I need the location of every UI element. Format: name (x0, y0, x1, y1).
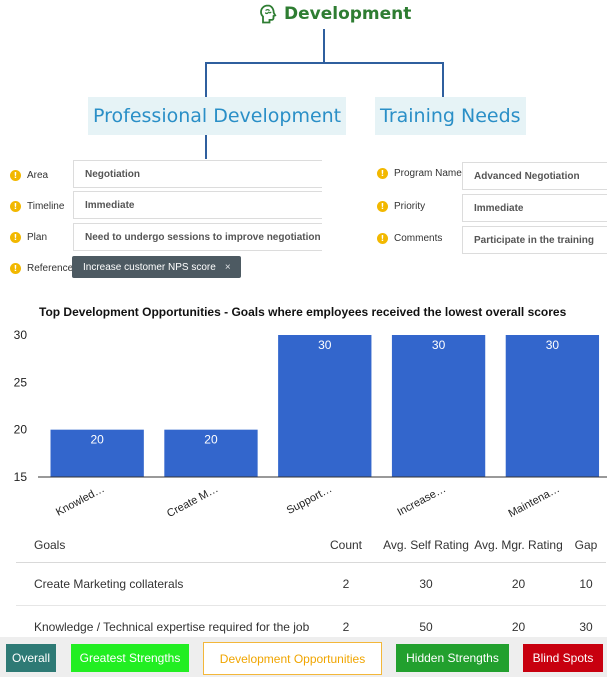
training-needs-title: Training Needs (375, 97, 526, 135)
close-icon[interactable]: × (224, 261, 231, 273)
chart-bar[interactable] (391, 335, 486, 477)
info-icon: ! (377, 168, 388, 179)
info-icon: ! (10, 232, 21, 243)
self-rating-cell: 50 (419, 620, 433, 634)
chart-bar[interactable] (164, 429, 258, 477)
priority-label: ! Priority (377, 201, 425, 212)
chart-bar[interactable] (505, 335, 600, 477)
plan-field[interactable]: Need to undergo sessions to improve nego… (73, 223, 322, 251)
goals-header[interactable]: Goals (34, 537, 66, 552)
x-tick-label: Knowled… (54, 483, 107, 519)
bar-data-label: 30 (546, 338, 560, 352)
y-tick-label: 30 (14, 328, 28, 342)
area-field[interactable]: Negotiation (73, 160, 322, 188)
reference-tag[interactable]: Increase customer NPS score × (72, 256, 241, 278)
goal-cell: Create Marketing collaterals (34, 577, 184, 591)
info-icon: ! (10, 201, 21, 212)
tab-bar: Overall Greatest Strengths Development O… (0, 637, 607, 677)
section-header: Development (258, 2, 411, 26)
bar-data-label: 20 (90, 433, 104, 447)
program-name-field[interactable]: Advanced Negotiation (462, 162, 607, 190)
gap-header[interactable]: Gap (574, 537, 598, 552)
bar-data-label: 20 (204, 433, 218, 447)
count-cell: 2 (342, 620, 350, 634)
x-tick-label: Create M… (165, 483, 220, 520)
bar-chart: 15 20 25 30 20 Knowled… 20 Create M… 30 Support… 3… (14, 328, 607, 520)
bar-data-label: 30 (432, 338, 446, 352)
x-tick-label: Maintena… (506, 483, 561, 520)
info-icon: ! (377, 201, 388, 212)
mgr-rating-cell: 20 (511, 577, 526, 591)
tab-hidden-strengths[interactable]: Hidden Strengths (396, 644, 509, 672)
tree-connector (442, 62, 444, 98)
reference-label: ! Reference (10, 263, 73, 274)
chart-bar[interactable] (278, 335, 372, 477)
timeline-field[interactable]: Immediate (73, 191, 322, 219)
tab-greatest-strengths[interactable]: Greatest Strengths (71, 644, 189, 672)
info-icon: ! (377, 233, 388, 244)
x-tick-label: Increase… (395, 483, 448, 519)
gap-cell: 30 (579, 620, 593, 634)
chart-bar[interactable] (50, 429, 144, 477)
y-tick-label: 15 (14, 470, 28, 484)
table-header: Goals Count Avg. Self Rating Avg. Mgr. R… (16, 527, 606, 563)
tab-blind-spots[interactable]: Blind Spots (523, 644, 603, 672)
tab-overall[interactable]: Overall (6, 644, 56, 672)
gap-cell: 10 (579, 577, 593, 591)
comments-field[interactable]: Participate in the training (462, 226, 607, 254)
area-label: ! Area (10, 170, 48, 181)
mgr-rating-cell: 20 (511, 620, 526, 634)
goal-cell: Knowledge / Technical expertise required… (34, 620, 310, 634)
plan-label: ! Plan (10, 232, 47, 243)
program-name-label: ! Program Name (377, 168, 462, 179)
comments-label: ! Comments (377, 233, 442, 244)
page-title: Development (284, 4, 412, 24)
tree-connector (323, 29, 325, 63)
table-row: Create Marketing collaterals 2 30 20 10 (16, 563, 606, 606)
head-brain-icon (258, 4, 278, 24)
table-row: Knowledge / Technical expertise required… (16, 606, 606, 649)
info-icon: ! (10, 263, 21, 274)
self-rating-cell: 30 (419, 577, 433, 591)
mgr-rating-header[interactable]: Avg. Mgr. Rating (474, 537, 563, 552)
x-tick-label: Support… (285, 483, 334, 517)
bar-data-label: 30 (318, 338, 332, 352)
professional-development-title: Professional Development (88, 97, 347, 135)
count-header[interactable]: Count (329, 537, 363, 552)
count-cell: 2 (342, 577, 350, 591)
goals-table: Goals Count Avg. Self Rating Avg. Mgr. R… (16, 527, 606, 649)
tree-connector (205, 135, 207, 159)
y-tick-label: 25 (14, 375, 28, 389)
info-icon: ! (10, 170, 21, 181)
priority-field[interactable]: Immediate (462, 194, 607, 222)
tree-connector (205, 62, 444, 64)
chart-title: Top Development Opportunities - Goals wh… (39, 305, 567, 319)
y-tick-label: 20 (14, 423, 28, 437)
tab-development-opportunities[interactable]: Development Opportunities (203, 642, 382, 675)
tree-connector (205, 62, 207, 98)
timeline-label: ! Timeline (10, 201, 64, 212)
self-rating-header[interactable]: Avg. Self Rating (383, 537, 469, 552)
